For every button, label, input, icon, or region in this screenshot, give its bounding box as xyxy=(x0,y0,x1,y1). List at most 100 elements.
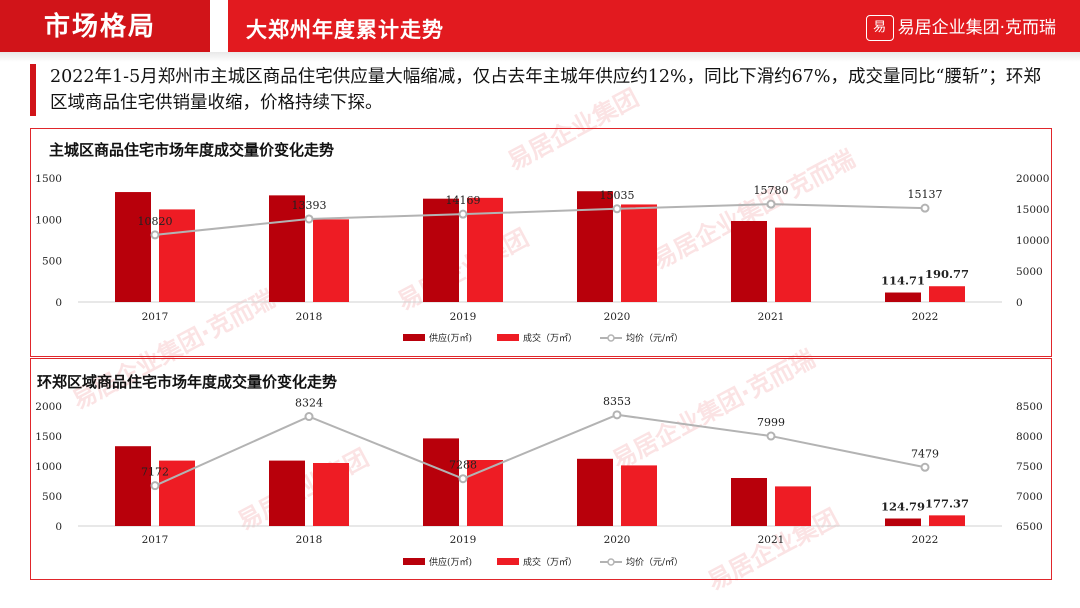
deal-bar xyxy=(621,465,657,526)
section-title: 市场格局 xyxy=(44,12,157,42)
price-point xyxy=(150,230,160,240)
chart-title: 环郑区域商品住宅市场年度成交量价变化走势 xyxy=(37,373,338,391)
supply-bar xyxy=(115,192,151,302)
price-data-label: 14169 xyxy=(446,194,481,207)
header-shadow xyxy=(0,52,1080,62)
legend-swatch-supply xyxy=(403,334,425,341)
deal-bar xyxy=(313,219,349,302)
header-section-inner xyxy=(0,0,210,52)
y-right-tick-label: 8000 xyxy=(1016,431,1043,443)
price-point xyxy=(766,431,776,441)
supply-bar xyxy=(577,458,613,526)
price-point xyxy=(920,462,930,472)
page-subtitle: 大郑州年度累计走势 xyxy=(246,17,444,42)
y-left-tick-label: 0 xyxy=(55,521,62,533)
y-right-tick-label: 8500 xyxy=(1016,401,1043,413)
price-line xyxy=(154,413,926,487)
deal-bar xyxy=(775,227,811,302)
y-left-tick-label: 1500 xyxy=(35,173,62,185)
price-data-label: 15137 xyxy=(908,188,943,201)
supply-bar xyxy=(577,191,613,302)
price-data-label: 15780 xyxy=(754,184,789,197)
deal-bar xyxy=(775,486,811,526)
x-tick-label: 2019 xyxy=(450,311,477,323)
supply-bar xyxy=(115,446,151,526)
y-right-tick-label: 20000 xyxy=(1016,173,1049,185)
deal-bar xyxy=(467,197,503,302)
deal-bar xyxy=(929,515,965,526)
y-left-tick-label: 500 xyxy=(42,256,62,268)
deal-bar xyxy=(929,286,965,302)
intro-text: 2022年1-5月郑州市主城区商品住宅供应量大幅缩减，仅占去年主城年供应约12%… xyxy=(30,64,1050,116)
chart-panel-main-city: 主城区商品住宅市场年度成交量价变化走势 xyxy=(30,128,1052,357)
bar-data-label: 124.79 xyxy=(881,500,925,514)
brand-name: 易居企业集团·克而瑞 xyxy=(897,18,1056,38)
legend-swatch-supply xyxy=(403,558,425,565)
y-right-tick-label: 10000 xyxy=(1016,235,1049,247)
price-data-label: 8353 xyxy=(603,395,631,408)
price-point xyxy=(766,199,776,209)
price-data-label: 10820 xyxy=(138,215,173,228)
legend-swatch-price-marker xyxy=(607,558,615,566)
price-point xyxy=(612,410,622,420)
supply-bar xyxy=(269,195,305,302)
y-left-tick-label: 1000 xyxy=(35,214,62,226)
y-left-tick-label: 0 xyxy=(55,297,62,309)
supply-bar xyxy=(731,220,767,302)
brand-mark-icon: 易 xyxy=(865,15,894,41)
chart-panel-surrounding: 环郑区域商品住宅市场年度成交量价变化走势 xyxy=(30,358,1052,580)
price-data-label: 7999 xyxy=(757,416,785,429)
y-left-tick-label: 500 xyxy=(42,491,62,503)
legend-swatch-deal xyxy=(497,334,519,341)
y-right-tick-label: 5000 xyxy=(1016,266,1043,278)
bar-data-label: 114.71 xyxy=(881,274,925,288)
price-point xyxy=(304,412,314,422)
price-point xyxy=(458,209,468,219)
price-point xyxy=(920,203,930,213)
bar-data-label: 177.37 xyxy=(925,496,969,510)
x-tick-label: 2017 xyxy=(142,311,169,323)
price-point xyxy=(612,204,622,214)
x-tick-label: 2018 xyxy=(296,534,323,546)
x-tick-label: 2018 xyxy=(296,311,323,323)
legend-label: 均价（元/㎡） xyxy=(626,332,683,344)
y-left-tick-label: 1000 xyxy=(35,461,62,473)
supply-bar xyxy=(885,292,921,302)
price-data-label: 8324 xyxy=(295,397,323,410)
y-right-tick-label: 7000 xyxy=(1016,491,1043,503)
deal-bar xyxy=(313,463,349,526)
y-right-tick-label: 15000 xyxy=(1016,204,1049,216)
bar-data-label: 190.77 xyxy=(925,267,969,281)
x-tick-label: 2022 xyxy=(912,311,939,323)
y-left-tick-label: 1500 xyxy=(35,431,62,443)
x-tick-label: 2019 xyxy=(450,534,477,546)
deal-bar xyxy=(467,460,503,526)
deal-bar xyxy=(159,209,195,302)
y-right-tick-label: 0 xyxy=(1016,297,1023,309)
price-data-label: 13393 xyxy=(292,199,327,212)
legend-label: 供应(万㎡) xyxy=(429,332,472,344)
price-data-label: 7288 xyxy=(449,459,477,472)
brand-logo: 易易居企业集团·克而瑞 xyxy=(865,13,1056,41)
x-tick-label: 2021 xyxy=(758,311,785,323)
supply-bar xyxy=(423,438,459,526)
price-point xyxy=(304,214,314,224)
legend-label: 成交（万㎡） xyxy=(523,332,577,344)
header-bar: 市场格局 大郑州年度累计走势 易易居企业集团·克而瑞 xyxy=(0,0,1080,52)
supply-bar xyxy=(885,518,921,526)
price-data-label: 15035 xyxy=(600,189,635,202)
legend-label: 供应(万㎡) xyxy=(429,556,472,568)
x-tick-label: 2022 xyxy=(912,534,939,546)
supply-bar xyxy=(731,478,767,526)
deal-bar xyxy=(621,204,657,302)
x-tick-label: 2020 xyxy=(604,534,631,546)
x-tick-label: 2017 xyxy=(142,534,169,546)
price-data-label: 7479 xyxy=(911,447,939,460)
y-left-tick-label: 2000 xyxy=(35,401,62,413)
legend-label: 成交（万㎡） xyxy=(523,556,577,568)
x-tick-label: 2021 xyxy=(758,534,785,546)
price-data-label: 7172 xyxy=(141,466,169,479)
price-line xyxy=(154,203,926,236)
legend-label: 均价（元/㎡） xyxy=(626,556,683,568)
